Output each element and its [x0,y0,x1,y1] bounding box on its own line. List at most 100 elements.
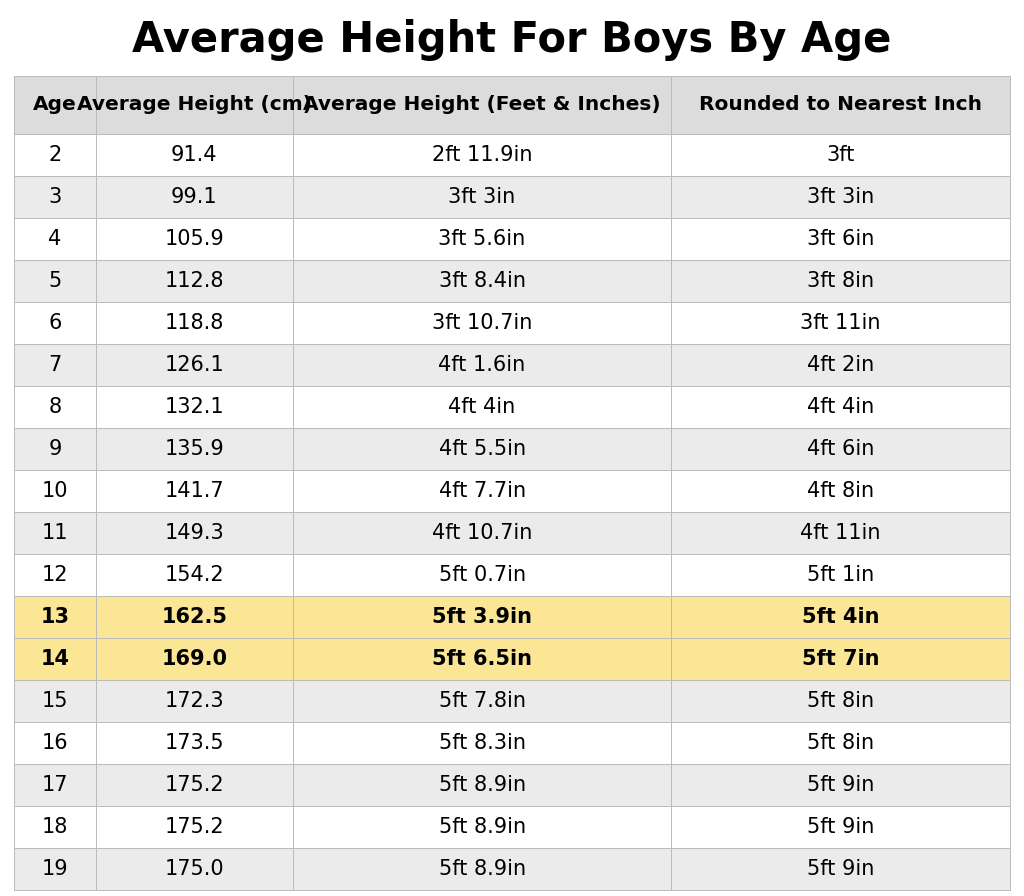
Text: 7: 7 [48,355,61,375]
Bar [95,302,293,344]
Text: 4ft 5.5in: 4ft 5.5in [438,439,525,459]
Bar [672,260,1010,302]
Bar [95,722,293,764]
Text: 4ft 6in: 4ft 6in [807,439,874,459]
Bar [95,848,293,890]
Bar [293,638,672,680]
Text: Rounded to Nearest Inch: Rounded to Nearest Inch [699,96,982,115]
Bar [293,344,672,386]
Bar [95,260,293,302]
Bar [14,554,95,596]
Text: 3: 3 [48,187,61,207]
Bar [95,806,293,848]
Text: 3ft: 3ft [826,145,855,165]
Bar [95,176,293,218]
Bar [293,764,672,806]
Text: 3ft 11in: 3ft 11in [801,313,881,333]
Bar [293,680,672,722]
Text: 5ft 9in: 5ft 9in [807,817,874,837]
Bar [14,638,95,680]
Bar [14,722,95,764]
Bar [293,722,672,764]
Text: 4: 4 [48,229,61,249]
Bar [14,512,95,554]
Bar [293,302,672,344]
Bar [14,596,95,638]
Text: Average Height (Feet & Inches): Average Height (Feet & Inches) [303,96,660,115]
Text: 141.7: 141.7 [165,481,224,501]
Text: 4ft 10.7in: 4ft 10.7in [432,523,532,543]
Text: 18: 18 [42,817,68,837]
Bar [293,596,672,638]
Text: 5ft 6.5in: 5ft 6.5in [432,649,532,669]
Bar [293,554,672,596]
Bar [293,76,672,134]
Bar [672,428,1010,470]
Bar [293,386,672,428]
Bar [95,386,293,428]
Text: 5ft 1in: 5ft 1in [807,565,874,585]
Text: 99.1: 99.1 [171,187,217,207]
Bar [672,344,1010,386]
Text: 105.9: 105.9 [165,229,224,249]
Text: 5ft 8in: 5ft 8in [807,691,874,711]
Bar [672,554,1010,596]
Bar [95,680,293,722]
Text: 5ft 8.9in: 5ft 8.9in [438,775,525,795]
Text: 175.2: 175.2 [165,817,224,837]
Bar [672,848,1010,890]
Text: 13: 13 [40,607,70,627]
Text: 3ft 3in: 3ft 3in [807,187,874,207]
Bar [672,680,1010,722]
Bar [672,596,1010,638]
Bar [95,76,293,134]
Text: 6: 6 [48,313,61,333]
Text: 154.2: 154.2 [165,565,224,585]
Text: 10: 10 [42,481,68,501]
Text: 91.4: 91.4 [171,145,217,165]
Text: 5: 5 [48,271,61,291]
Bar [14,302,95,344]
Bar [14,848,95,890]
Text: 12: 12 [42,565,68,585]
Bar [95,470,293,512]
Text: Age: Age [33,96,77,115]
Bar [95,554,293,596]
Text: 3ft 10.7in: 3ft 10.7in [432,313,532,333]
Bar [14,806,95,848]
Bar [14,470,95,512]
Bar [672,512,1010,554]
Text: 4ft 8in: 4ft 8in [807,481,874,501]
Bar [672,386,1010,428]
Bar [672,218,1010,260]
Bar [14,218,95,260]
Bar [672,176,1010,218]
Bar [95,764,293,806]
Text: 5ft 9in: 5ft 9in [807,859,874,879]
Text: 3ft 6in: 3ft 6in [807,229,874,249]
Bar [672,470,1010,512]
Text: 11: 11 [42,523,68,543]
Text: 4ft 4in: 4ft 4in [449,397,516,417]
Bar [14,764,95,806]
Text: 132.1: 132.1 [165,397,224,417]
Text: 5ft 7.8in: 5ft 7.8in [438,691,525,711]
Bar [95,134,293,176]
Bar [14,680,95,722]
Text: 112.8: 112.8 [165,271,224,291]
Text: 15: 15 [42,691,68,711]
Bar [14,386,95,428]
Text: 172.3: 172.3 [165,691,224,711]
Text: Average Height For Boys By Age: Average Height For Boys By Age [132,19,892,61]
Bar [293,218,672,260]
Bar [293,806,672,848]
Text: 4ft 1.6in: 4ft 1.6in [438,355,525,375]
Bar [14,344,95,386]
Bar [14,76,95,134]
Text: 126.1: 126.1 [165,355,224,375]
Text: 17: 17 [42,775,68,795]
Bar [293,470,672,512]
Text: 5ft 3.9in: 5ft 3.9in [432,607,532,627]
Text: 5ft 8.3in: 5ft 8.3in [438,733,525,753]
Text: 5ft 0.7in: 5ft 0.7in [438,565,525,585]
